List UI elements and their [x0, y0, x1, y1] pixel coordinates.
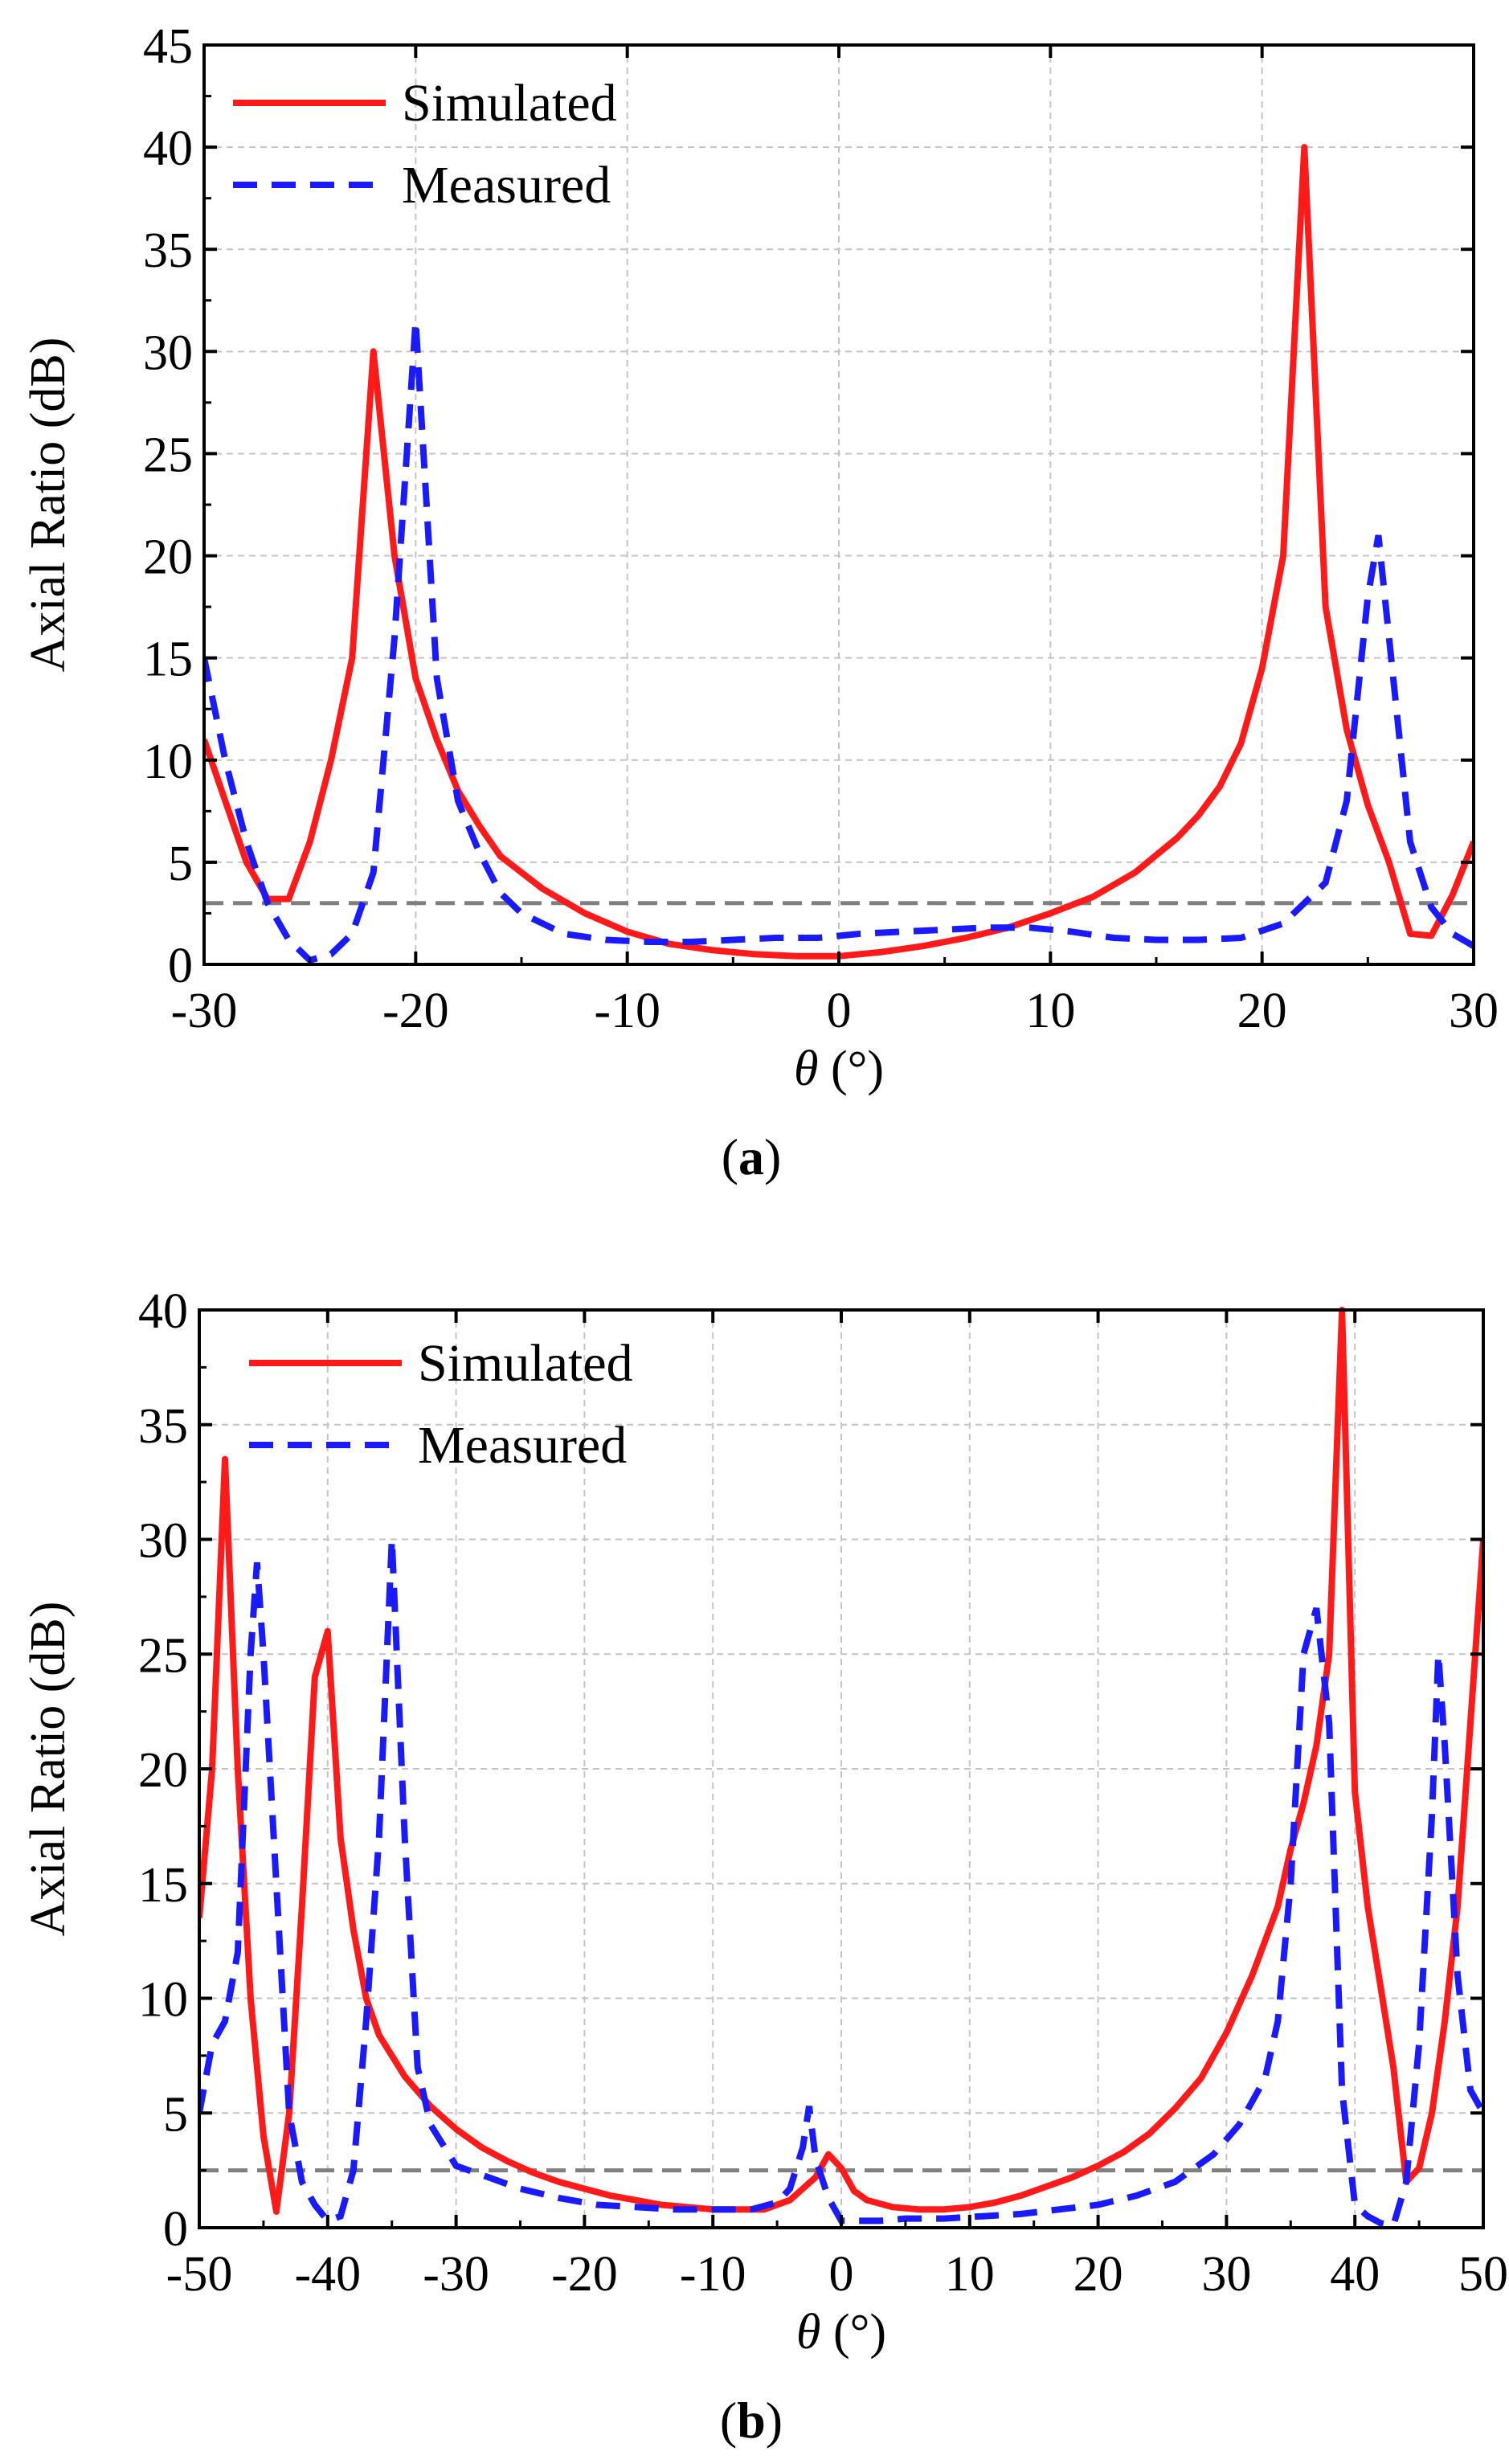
series-line-measured: [204, 320, 1474, 964]
y-tick-label: 5: [163, 2087, 188, 2142]
legend-label-simulated: Simulated: [402, 74, 617, 133]
axial-ratio-chart-a: -30 -20 -10 0 10 20 30 0 5 10 15 20 25 30 35 40 45 θ (°) A…: [21, 19, 1499, 1096]
x-tick-label: 50: [1458, 2247, 1508, 2302]
y-tick-label: 25: [138, 1628, 188, 1683]
x-axis-label: θ (°): [794, 1042, 884, 1096]
y-tick-label: 25: [143, 428, 193, 482]
x-tick-label: -20: [551, 2247, 618, 2302]
y-tick-label: 40: [143, 121, 193, 176]
legend-label-measured: Measured: [402, 156, 611, 215]
x-axis-symbol: θ: [794, 1042, 818, 1096]
y-tick-label: 15: [138, 1858, 188, 1913]
x-tick-label: 30: [1449, 984, 1499, 1038]
x-tick-label: -10: [680, 2247, 746, 2302]
y-tick-label: 35: [138, 1399, 188, 1454]
y-tick-label: 5: [168, 837, 193, 891]
legend: Simulated Measured: [233, 74, 617, 215]
figure-b: -50 -40 -30 -20 -10 0 10 20 30 40 50 0 5 10 15 20 25 30 35…: [0, 1230, 1509, 2464]
x-axis-symbol: θ: [796, 2305, 820, 2360]
legend: Simulated Measured: [249, 1334, 633, 1475]
y-tick-label: 10: [138, 1973, 188, 2028]
x-tick-label: -10: [594, 984, 660, 1038]
y-tick-label: 45: [143, 19, 193, 74]
ticks: -50 -40 -30 -20 -10 0 10 20 30 40 50 0 5 10 15 20 25 30 35…: [138, 1284, 1508, 2302]
y-tick-label: 20: [138, 1743, 188, 1798]
x-tick-label: 10: [1025, 984, 1075, 1038]
axial-ratio-chart-b: -50 -40 -30 -20 -10 0 10 20 30 40 50 0 5 10 15 20 25 30 35…: [21, 1284, 1508, 2360]
figure-a: -30 -20 -10 0 10 20 30 0 5 10 15 20 25 30 35 40 45 θ (°) A…: [0, 0, 1509, 1205]
x-tick-label: 10: [945, 2247, 995, 2302]
x-tick-label: -40: [294, 2247, 361, 2302]
x-tick-label: -30: [171, 984, 238, 1038]
y-tick-label: 30: [138, 1514, 188, 1569]
y-tick-label: 40: [138, 1284, 188, 1339]
x-tick-label: 0: [827, 984, 852, 1038]
x-axis-unit: (°): [820, 2305, 886, 2360]
x-tick-label: 20: [1237, 984, 1287, 1038]
y-tick-label: 15: [143, 632, 193, 687]
y-tick-label: 35: [143, 223, 193, 278]
x-tick-label: -30: [423, 2247, 489, 2302]
y-tick-label: 20: [143, 530, 193, 585]
y-axis-label: Axial Ratio (dB): [21, 1602, 76, 1937]
y-tick-label: 0: [163, 2202, 188, 2257]
legend-label-measured: Measured: [418, 1416, 627, 1475]
x-tick-label: 0: [829, 2247, 854, 2302]
ticks: -30 -20 -10 0 10 20 30 0 5 10 15 20 25 30 35 40 45: [143, 19, 1499, 1038]
caption-a: (a): [721, 1128, 782, 1185]
grid: [199, 1310, 1483, 2228]
legend-label-simulated: Simulated: [418, 1334, 633, 1393]
y-tick-label: 0: [168, 939, 193, 993]
caption-a-label: a: [738, 1128, 764, 1185]
x-tick-label: -50: [166, 2247, 233, 2302]
x-tick-label: 30: [1201, 2247, 1251, 2302]
x-axis-label: θ (°): [796, 2305, 886, 2360]
x-axis-unit: (°): [818, 1042, 884, 1096]
y-tick-label: 30: [143, 325, 193, 380]
x-tick-label: 40: [1330, 2247, 1380, 2302]
x-tick-label: -20: [382, 984, 449, 1038]
x-tick-label: 20: [1073, 2247, 1123, 2302]
grid: [204, 45, 1474, 964]
y-tick-label: 10: [143, 735, 193, 789]
caption-b: (b): [719, 2392, 783, 2449]
y-axis-label: Axial Ratio (dB): [21, 338, 76, 673]
caption-b-label: b: [737, 2392, 766, 2449]
series-line-simulated: [199, 1307, 1483, 2215]
